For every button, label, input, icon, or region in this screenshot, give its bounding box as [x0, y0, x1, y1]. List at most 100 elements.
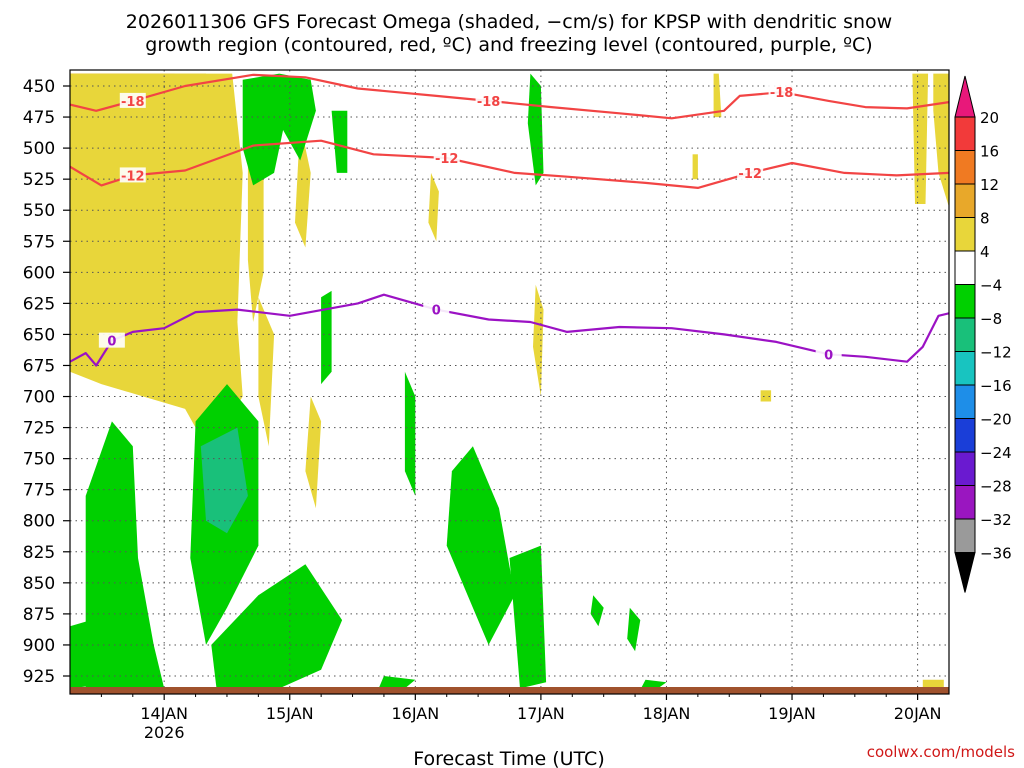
- omega-region-green-upper-a: [242, 73, 285, 186]
- colorbar-bin-13: [954, 518, 976, 553]
- freezing-level-contour-label: 0: [107, 335, 116, 350]
- omega-region-green-upper-b: [279, 73, 316, 161]
- colorbar-bin-12: [954, 485, 976, 520]
- y-tick-label-750: 750: [23, 450, 55, 470]
- chart-title-line2: growth region (contoured, red, ºC) and f…: [145, 34, 872, 56]
- x-tick-label-14JAN: 14JAN: [140, 704, 188, 723]
- x-tick-label-20JAN: 20JAN: [894, 704, 942, 723]
- contour-layer: -18 -18 -18 -12 -12 -12 0 0 0: [70, 73, 949, 367]
- freezing-level-contour-label: 0: [824, 348, 833, 363]
- y-tick-label-700: 700: [23, 388, 55, 408]
- dendritic-contour-1: [70, 139, 949, 189]
- colorbar-bin-2: [954, 150, 976, 185]
- x-tick-sublabel-14JAN: 2026: [144, 723, 185, 742]
- y-tick-label-875: 875: [23, 605, 55, 625]
- dendritic-contour-label-bg: [119, 92, 146, 108]
- colorbar-label: 16: [980, 143, 999, 161]
- omega-region-green-low-h: [627, 607, 641, 652]
- omega-region-green-17jan: [527, 73, 544, 186]
- colorbar-bin-4: [954, 217, 976, 252]
- colorbar-label: −16: [980, 377, 1012, 395]
- grid-layer: [70, 70, 949, 694]
- credit-link[interactable]: coolwx.com/models: [867, 743, 1015, 761]
- omega-region-yellow-19jan: [760, 390, 772, 402]
- y-tick-label-900: 900: [23, 636, 55, 656]
- dendritic-contour-label: -12: [121, 169, 145, 184]
- y-tick-label-500: 500: [23, 139, 55, 159]
- omega-region-green-low-c: [211, 564, 343, 689]
- colorbar-bin-3: [954, 183, 976, 218]
- colorbar-bin-10: [954, 418, 976, 453]
- omega-region-green-low-g: [590, 595, 604, 627]
- terrain-surface: [70, 687, 949, 694]
- omega-region-yellow-18jan-top: [713, 73, 722, 118]
- omega-region-green-low-f: [509, 545, 547, 689]
- freezing-level-contour-label-bg: [98, 332, 125, 348]
- colorbar: 20 16 12 8 4 −4 −8 −12 −16 −20 −24 −28 −32 −36: [954, 75, 1012, 593]
- y-tick-label-525: 525: [23, 170, 55, 190]
- x-tick-label-18JAN: 18JAN: [643, 704, 691, 723]
- omega-region-yellow-streak-b: [258, 297, 275, 447]
- x-tick-label-15JAN: 15JAN: [266, 704, 314, 723]
- y-tick-label-925: 925: [23, 667, 55, 687]
- colorbar-bin-5: [954, 250, 976, 285]
- y-tick-label-850: 850: [23, 574, 55, 594]
- y-tick-label-450: 450: [23, 77, 55, 97]
- y-tick-label-675: 675: [23, 356, 55, 376]
- y-tick-label-825: 825: [23, 543, 55, 563]
- freezing-level-contour-0: [70, 293, 949, 367]
- y-tick-label-575: 575: [23, 232, 55, 252]
- colorbar-label: −24: [980, 444, 1012, 462]
- dendritic-contour-label-bg: [433, 150, 460, 166]
- freezing-level-contour-label-bg: [423, 301, 450, 317]
- colorbar-label: −4: [980, 277, 1002, 295]
- omega-region-green-teal-ring: [200, 427, 248, 534]
- omega-region-yellow-20jan-streak: [912, 73, 929, 204]
- dendritic-contour-label: -12: [435, 152, 459, 167]
- ground-layer: [70, 687, 949, 694]
- freezing-level-contour-label: 0: [432, 304, 441, 319]
- x-tick-label-19JAN: 19JAN: [768, 704, 816, 723]
- dendritic-contour-label-bg: [737, 164, 764, 180]
- y-axis: 450 475 500 525 550 575 600 625 650 675 700 725 750 7…: [23, 77, 70, 687]
- colorbar-bottom-arrow: [954, 552, 976, 593]
- omega-region-green-low-a: [85, 421, 165, 689]
- omega-region-green-low-e: [446, 446, 515, 645]
- colorbar-bin-7: [954, 317, 976, 352]
- omega-region-green-low-d: [404, 371, 416, 496]
- colorbar-label: 12: [980, 176, 999, 194]
- colorbar-label: −20: [980, 411, 1012, 429]
- y-tick-label-550: 550: [23, 201, 55, 221]
- omega-region-yellow-16jan: [428, 172, 439, 242]
- colorbar-bin-1: [954, 116, 976, 151]
- plot-area: -18 -18 -18 -12 -12 -12 0 0 0: [70, 70, 949, 694]
- y-tick-label-800: 800: [23, 512, 55, 532]
- y-tick-label-600: 600: [23, 263, 55, 283]
- y-tick-label-775: 775: [23, 481, 55, 501]
- omega-region-green-625: [321, 290, 332, 385]
- dendritic-contour-label: -18: [477, 95, 501, 110]
- dendritic-contour-label-bg: [119, 167, 146, 183]
- colorbar-label: 20: [980, 109, 999, 127]
- colorbar-label: −12: [980, 344, 1012, 362]
- x-tick-label-17JAN: 17JAN: [517, 704, 565, 723]
- dendritic-contour-label: -12: [738, 167, 762, 182]
- dendritic-contour-label-bg: [475, 92, 502, 108]
- y-tick-label-625: 625: [23, 294, 55, 314]
- colorbar-label: −32: [980, 511, 1012, 529]
- chart-title-line1: 2026011306 GFS Forecast Omega (shaded, −…: [126, 11, 892, 33]
- y-tick-label-650: 650: [23, 325, 55, 345]
- omega-region-upper-ascent-yellow: [70, 73, 243, 447]
- colorbar-label: 4: [980, 243, 990, 261]
- dendritic-contour-label: -18: [121, 95, 145, 110]
- colorbar-label: −8: [980, 310, 1002, 328]
- colorbar-bin-8: [954, 351, 976, 386]
- colorbar-bin-6: [954, 284, 976, 319]
- omega-region-green-upper-c: [331, 110, 348, 173]
- colorbar-bin-11: [954, 451, 976, 486]
- colorbar-label: −36: [980, 545, 1012, 563]
- y-tick-label-725: 725: [23, 419, 55, 439]
- y-tick-label-475: 475: [23, 108, 55, 128]
